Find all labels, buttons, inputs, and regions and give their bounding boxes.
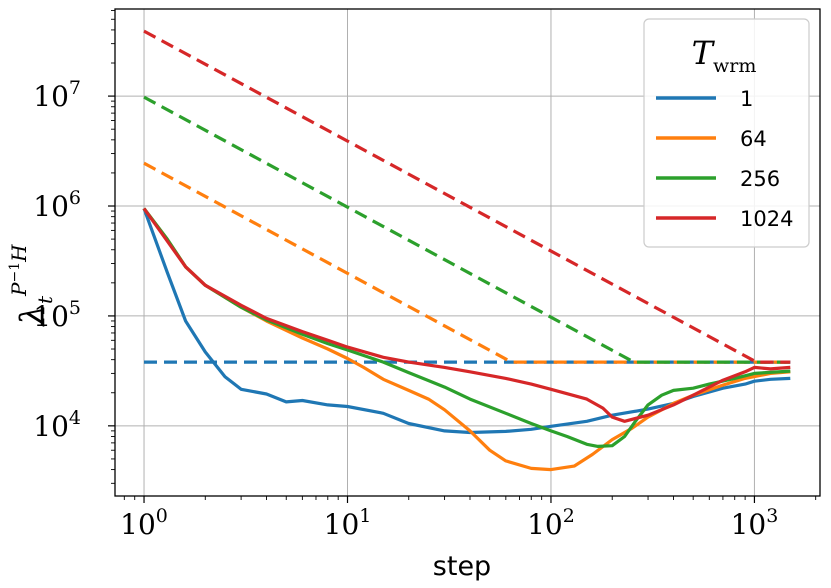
- y-tick-label: 104: [33, 407, 81, 443]
- legend-box: [643, 18, 810, 248]
- y-tick-label: 106: [33, 187, 81, 223]
- legend-title-base: T: [692, 34, 716, 72]
- x-tick-label: 102: [527, 505, 575, 541]
- legend-label-1: 1: [740, 87, 753, 111]
- legend-label-1024: 1024: [740, 207, 793, 231]
- legend-title: Twrm: [692, 34, 757, 77]
- legend-title-sub: wrm: [713, 55, 756, 77]
- ticks: 100 101 102 103 104 105 106 107: [33, 10, 817, 541]
- series-1-line: [142, 207, 791, 435]
- y-tick-label: 107: [33, 77, 81, 113]
- series-1: [142, 207, 791, 435]
- legend: Twrm 1 64 256 1024: [643, 18, 810, 248]
- svg-text:λtP−1H: λtP−1H: [7, 244, 57, 328]
- x-tick-label: 101: [324, 505, 372, 541]
- y-axis-title: λtP−1H: [7, 244, 57, 328]
- y-axis-title-sup-exp: −1: [7, 262, 23, 283]
- series-256-schedule-line: [143, 95, 791, 364]
- y-axis-title-sub: t: [33, 295, 57, 304]
- legend-label-64: 64: [740, 127, 767, 151]
- y-axis-title-base: λ: [13, 304, 53, 328]
- legend-label-256: 256: [740, 167, 780, 191]
- y-tick-label: 105: [33, 297, 81, 333]
- plot-frame: [114, 8, 821, 497]
- legend-items: 1 64 256 1024: [656, 87, 793, 231]
- series-1024: [142, 29, 791, 423]
- y-axis-title-sup-tail: H: [7, 244, 31, 263]
- series-1024-schedule-line: [143, 29, 791, 364]
- x-tick-label: 103: [731, 505, 779, 541]
- series-layer: [142, 29, 791, 472]
- series-1024-line: [142, 207, 791, 423]
- x-tick-label: 100: [120, 505, 168, 541]
- y-axis-title-sup: P: [7, 282, 31, 297]
- x-axis-title: step: [433, 551, 491, 582]
